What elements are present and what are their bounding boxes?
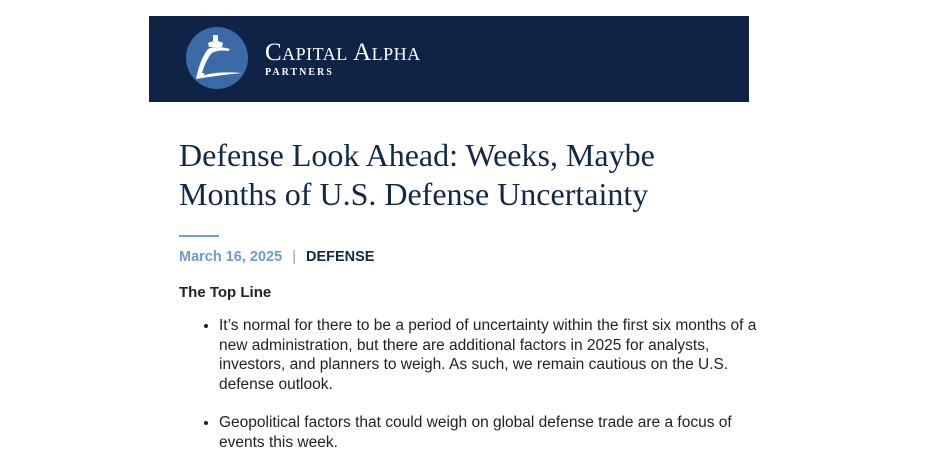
- article-meta: March 16, 2025 | DEFENSE: [179, 249, 374, 265]
- article-date: March 16, 2025: [179, 249, 283, 265]
- bullet-list: It’s normal for there to be a period of …: [179, 316, 759, 471]
- article-category[interactable]: DEFENSE: [305, 249, 375, 265]
- brand-name: Capital Alpha: [265, 39, 421, 66]
- article-title: Defense Look Ahead: Weeks, Maybe Months …: [179, 137, 655, 212]
- list-item: Geopolitical factors that could weigh on…: [219, 413, 759, 452]
- header-banner: [149, 16, 749, 102]
- capitol-dome-icon: [186, 27, 248, 89]
- brand-logo: Capital Alpha PARTNERS: [265, 39, 421, 79]
- section-heading: The Top Line: [179, 284, 272, 301]
- brand-subtitle: PARTNERS: [265, 67, 334, 78]
- title-divider: [179, 235, 219, 237]
- meta-separator: |: [292, 249, 296, 265]
- list-item: It’s normal for there to be a period of …: [219, 316, 759, 394]
